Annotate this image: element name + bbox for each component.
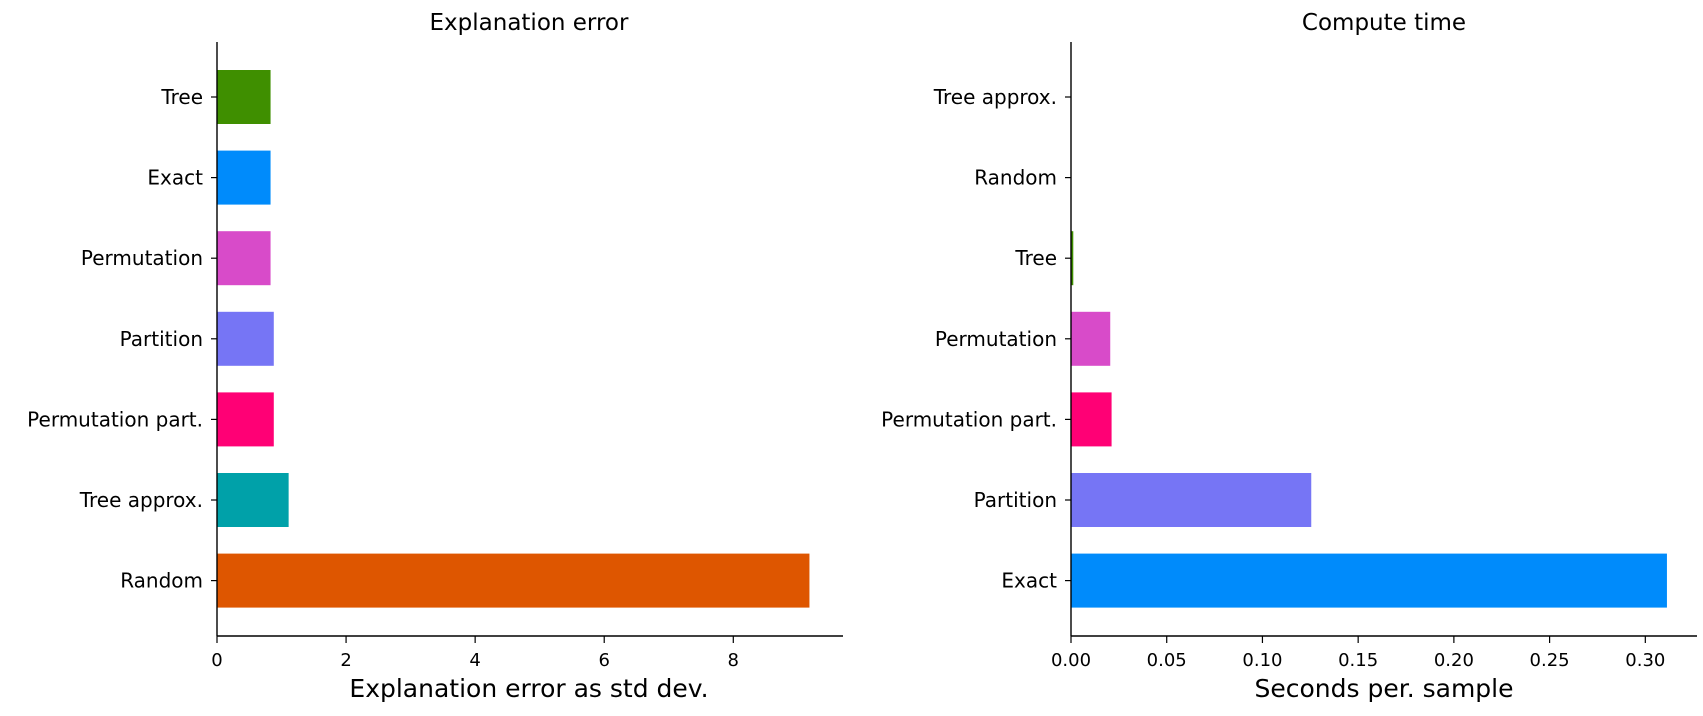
bar-partition <box>1071 473 1311 527</box>
y-tick-label: Partition <box>974 488 1057 512</box>
bar-tree <box>217 70 271 124</box>
y-tick-label: Tree <box>1014 246 1057 270</box>
y-tick-label: Permutation <box>935 327 1057 351</box>
x-tick-label: 2 <box>340 650 351 671</box>
x-tick-label: 6 <box>598 650 609 671</box>
bar-exact <box>1071 554 1667 608</box>
y-tick-label: Exact <box>147 166 203 190</box>
x-tick-label: 8 <box>728 650 739 671</box>
x-tick-label: 4 <box>469 650 480 671</box>
x-tick-label: 0.10 <box>1242 650 1282 671</box>
x-axis-label: Explanation error as std dev. <box>349 674 708 703</box>
y-tick-label: Tree approx. <box>933 85 1057 109</box>
chart-title: Compute time <box>1302 10 1466 36</box>
x-tick-label: 0 <box>211 650 222 671</box>
x-tick-label: 0.25 <box>1530 650 1570 671</box>
chart-panel-1: Explanation error Tree Exact Permutation Par… <box>27 10 843 703</box>
chart-panel-2: Compute time Tree approx. Random Tree Permut… <box>881 10 1697 703</box>
y-tick-label: Tree approx. <box>79 488 203 512</box>
x-tick-label: 0.15 <box>1338 650 1378 671</box>
y-tick-label: Tree <box>160 85 203 109</box>
y-tick-label: Random <box>974 166 1057 190</box>
bar-permutation-part <box>217 392 274 446</box>
y-tick-label: Permutation <box>81 246 203 270</box>
y-tick-label: Exact <box>1001 569 1057 593</box>
x-tick-label: 0.30 <box>1625 650 1665 671</box>
y-tick-label: Permutation part. <box>27 407 203 431</box>
y-tick-label: Permutation part. <box>881 407 1057 431</box>
chart-title: Explanation error <box>430 10 629 36</box>
x-tick-label: 0.00 <box>1051 650 1091 671</box>
x-axis-label: Seconds per. sample <box>1255 674 1514 703</box>
bar-exact <box>217 151 271 205</box>
x-tick-label: 0.20 <box>1434 650 1474 671</box>
bar-permutation-part <box>1071 392 1112 446</box>
bar-permutation <box>217 231 271 285</box>
y-tick-label: Random <box>120 569 203 593</box>
bar-permutation <box>1071 312 1110 366</box>
bar-random <box>217 554 809 608</box>
x-tick-label: 0.05 <box>1147 650 1187 671</box>
y-tick-label: Partition <box>120 327 203 351</box>
bar-partition <box>217 312 274 366</box>
bar-tree-approx <box>217 473 289 527</box>
